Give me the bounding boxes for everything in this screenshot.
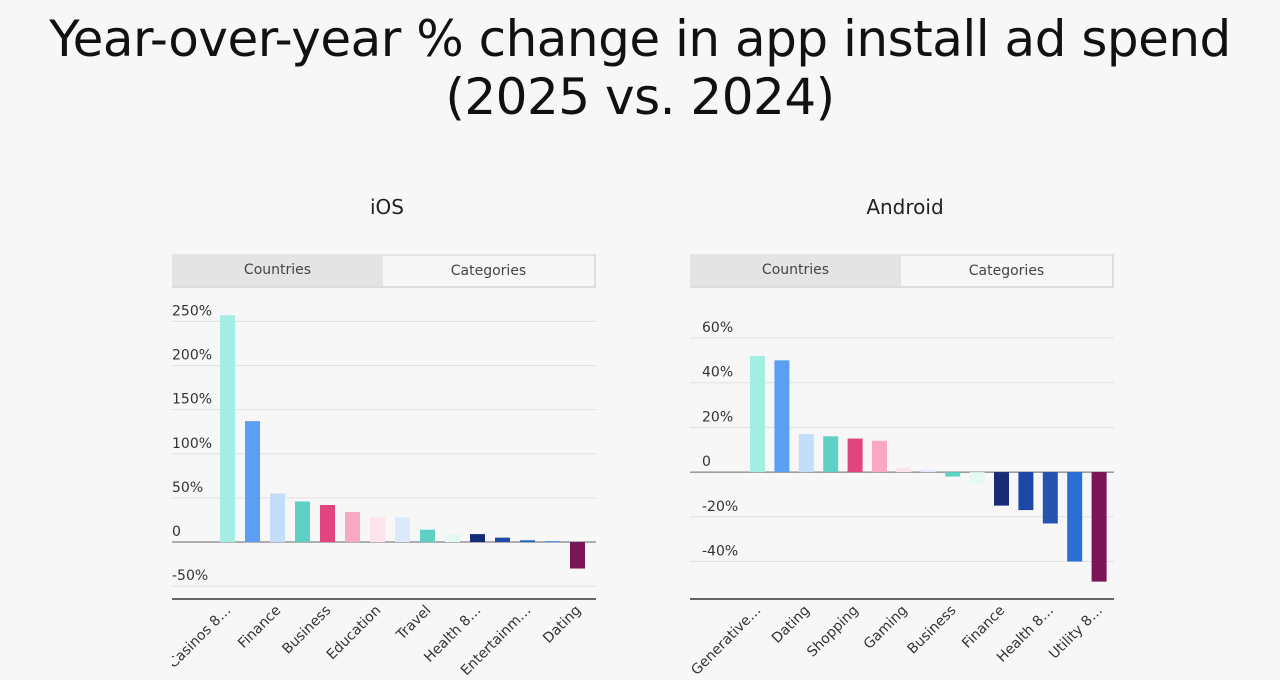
ios-y-tick-label: 100% — [172, 436, 212, 452]
android-bar[interactable] — [920, 469, 936, 473]
android-y-tick-label: 60% — [702, 320, 733, 336]
android-bar[interactable] — [994, 472, 1009, 506]
android-y-tick-label: 40% — [702, 365, 733, 381]
ios-bar[interactable] — [545, 541, 560, 543]
ios-x-tick-label: Finance — [235, 603, 284, 652]
android-x-tick-label: Generative… — [690, 603, 764, 679]
android-bar[interactable] — [896, 467, 912, 473]
ios-bar[interactable] — [420, 529, 435, 543]
android-bar[interactable] — [872, 440, 887, 473]
ios-bar[interactable] — [445, 534, 460, 543]
android-bar[interactable] — [1042, 472, 1058, 524]
android-y-tick-label: 0 — [702, 454, 711, 470]
android-bar[interactable] — [1018, 472, 1034, 511]
android-bar[interactable] — [1091, 472, 1107, 582]
android-bar[interactable] — [774, 360, 790, 473]
ios-y-tick-label: 0 — [172, 524, 181, 540]
ios-bar[interactable] — [220, 315, 235, 543]
android-bar[interactable] — [823, 436, 839, 473]
ios-bar[interactable] — [520, 540, 535, 543]
android-bar-chart: -40% -20% 0 20% 40% 60% Generative… DatingShopp… — [690, 320, 1114, 679]
android-y-tick-label: -20% — [702, 499, 738, 515]
ios-y-tick-label: 50% — [172, 480, 203, 496]
ios-x-tick-label: Travel — [393, 603, 434, 644]
android-tab-categories[interactable]: Categories — [901, 256, 1112, 286]
ios-bar[interactable] — [295, 501, 310, 543]
android-y-tick-label: -40% — [702, 543, 738, 559]
ios-bar[interactable] — [245, 421, 260, 543]
android-bar[interactable] — [750, 355, 765, 473]
ios-x-tick-label: Education — [324, 603, 385, 664]
ios-y-tick-label: 250% — [172, 305, 212, 319]
android-bar[interactable] — [1067, 472, 1083, 562]
android-chart-title: Android — [866, 195, 944, 219]
android-x-tick-label: Dating — [769, 603, 813, 647]
ios-tab-categories[interactable]: Categories — [383, 256, 594, 286]
page-title: Year-over-year % change in app install a… — [49, 10, 1231, 126]
ios-y-tick-label: -50% — [172, 568, 208, 584]
android-tab-countries[interactable]: Countries — [761, 262, 830, 278]
ios-chart-title: iOS — [370, 195, 404, 219]
ios-bar[interactable] — [370, 517, 385, 543]
android-x-tick-label: Shopping — [804, 603, 862, 661]
ios-x-tick-label: Casinos 8… — [172, 603, 234, 672]
android-bar[interactable] — [798, 434, 814, 473]
ios-y-tick-label: 200% — [172, 348, 212, 364]
android-bar[interactable] — [847, 438, 863, 473]
ios-bar-chart: -50% 0 50% 100% 150% 200% 250% Casinos 8… Financ… — [172, 305, 596, 679]
android-y-tick-label: 20% — [702, 409, 733, 425]
android-x-tick-label: Utility 8… — [1046, 603, 1106, 663]
ios-bar[interactable] — [345, 512, 360, 543]
ios-y-tick-label: 150% — [172, 392, 212, 408]
ios-tab-countries[interactable]: Countries — [243, 262, 312, 278]
ios-tab-bar: Countries Categories — [172, 254, 596, 288]
android-bar[interactable] — [945, 472, 961, 477]
ios-bar[interactable] — [320, 504, 335, 543]
ios-bar[interactable] — [270, 493, 285, 543]
ios-bar[interactable] — [495, 537, 510, 543]
android-bar[interactable] — [969, 472, 985, 484]
ios-bar[interactable] — [570, 542, 585, 569]
ios-chart-panel: iOS Countries Categories -50% 0 50% 100% 150… — [172, 195, 602, 680]
android-x-tick-label: Gaming — [861, 603, 911, 653]
android-x-tick-label: Business — [905, 603, 960, 658]
android-x-tick-label: Finance — [959, 603, 1008, 652]
android-tab-bar: Countries Categories — [690, 254, 1114, 288]
ios-bar[interactable] — [470, 534, 485, 543]
ios-bar[interactable] — [395, 517, 410, 543]
android-chart-panel: Android Countries Categories -40% -20% 0 20… — [690, 195, 1120, 680]
ios-x-tick-label: Dating — [540, 603, 584, 647]
